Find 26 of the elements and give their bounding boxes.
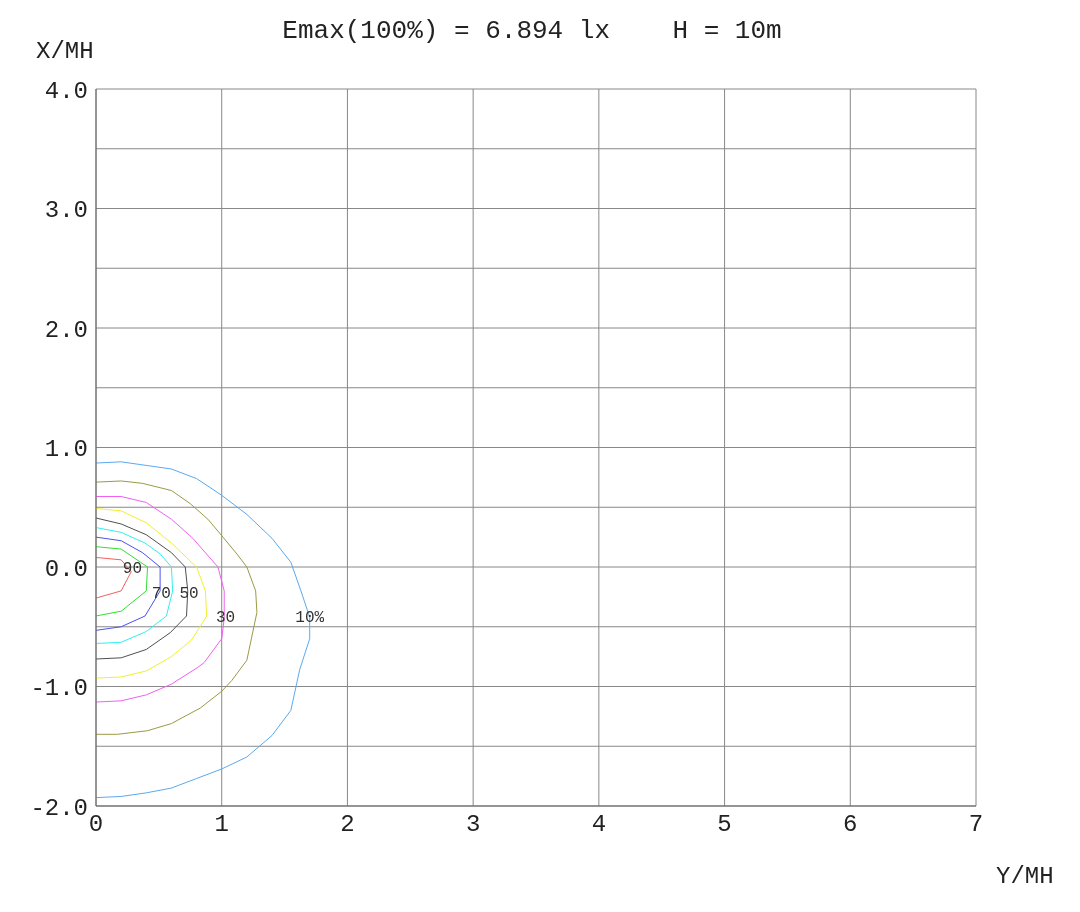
annotation: 30 — [215, 608, 236, 627]
line-series — [96, 507, 208, 679]
x-tick-label: 4 — [591, 811, 607, 839]
y-tick-label: 1.0 — [44, 436, 88, 464]
x-tick-label: 6 — [843, 811, 858, 839]
line-series — [96, 527, 174, 644]
y-tick-label: 2.0 — [44, 316, 88, 344]
y-tick-label: -1.0 — [30, 675, 88, 703]
x-tick-label: 7 — [968, 811, 984, 839]
x-tick-label: 5 — [717, 811, 732, 839]
x-tick-label: 1 — [214, 811, 229, 839]
annotation: 10% — [295, 608, 325, 627]
x-tick-label: 2 — [340, 811, 355, 839]
line-series — [96, 480, 258, 735]
line-series — [96, 546, 149, 617]
x-tick-label: 3 — [465, 811, 481, 839]
y-tick-label: 3.0 — [44, 197, 88, 225]
annotation: 70 — [151, 584, 171, 603]
annotation: 90 — [122, 559, 143, 578]
x-axis-title: Y/MH — [996, 863, 1054, 890]
y-tick-label: 4.0 — [44, 77, 88, 105]
y-tick-label: -2.0 — [30, 794, 88, 822]
x-tick-label: 0 — [88, 811, 104, 839]
y-axis-title: X/MH — [36, 38, 94, 65]
y-tick-label: 0.0 — [44, 555, 88, 583]
chart-title: Emax(100%) = 6.894 lx H = 10m — [282, 16, 782, 46]
